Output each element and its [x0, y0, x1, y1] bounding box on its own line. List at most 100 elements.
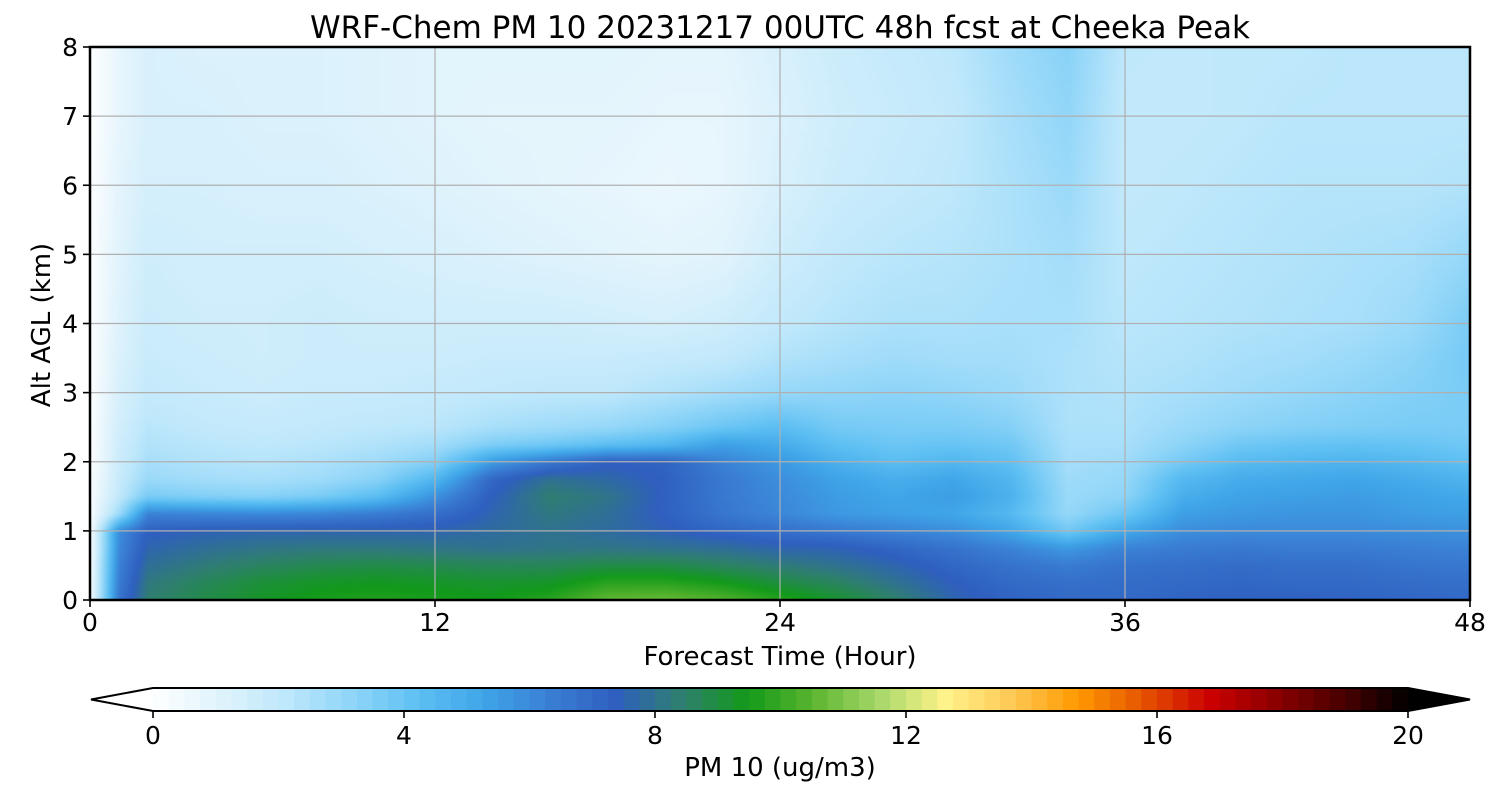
colorbar-segment	[858, 688, 876, 711]
colorbar-segment	[1047, 688, 1064, 711]
x-tick-label: 48	[1454, 608, 1486, 637]
colorbar-segment	[811, 688, 829, 711]
colorbar-segment	[1094, 688, 1111, 711]
y-tick-label: 8	[62, 33, 78, 62]
colorbar-segment	[576, 688, 593, 711]
colorbar-segment	[1392, 688, 1409, 711]
y-axis: 0 1 2 3 4 5 6 7 8	[62, 33, 90, 615]
colorbar-segment	[1109, 688, 1127, 711]
colorbar-segment	[1204, 688, 1221, 711]
colorbar-segment	[200, 688, 217, 711]
colorbar-segment	[356, 688, 374, 711]
colorbar-segment	[968, 688, 986, 711]
colorbar-segment	[780, 688, 797, 711]
y-tick-label: 1	[62, 517, 78, 546]
colorbar-tick-label: 12	[890, 721, 922, 750]
colorbar-segment	[670, 688, 687, 711]
colorbar-segment	[702, 688, 719, 711]
colorbar-segment	[764, 688, 782, 711]
colorbar-segment	[1219, 688, 1237, 711]
x-tick-label: 24	[764, 608, 796, 637]
colorbar-tick-label: 4	[396, 721, 412, 750]
x-tick-label: 36	[1109, 608, 1141, 637]
colorbar-segment	[1376, 688, 1393, 711]
grid	[90, 47, 1470, 600]
colorbar-segment	[560, 688, 578, 711]
colorbar-segment	[404, 688, 421, 711]
y-tick-label: 6	[62, 171, 78, 200]
colorbar-tick-label: 20	[1392, 721, 1424, 750]
colorbar-segment	[1000, 688, 1017, 711]
colorbar-segment	[921, 688, 938, 711]
y-tick-label: 7	[62, 102, 78, 131]
colorbar-segment	[686, 688, 703, 711]
colorbar-extend-min	[91, 688, 153, 711]
colorbar-segment	[1266, 688, 1284, 711]
colorbar-tick-label: 16	[1141, 721, 1173, 750]
colorbar-segment	[513, 688, 531, 711]
colorbar	[90, 687, 1471, 712]
y-tick-label: 4	[62, 310, 78, 339]
colorbar-segment	[733, 688, 750, 711]
y-tick-label: 5	[62, 240, 78, 269]
colorbar-segment	[498, 688, 515, 711]
colorbar-segment	[607, 688, 625, 711]
colorbar-segment	[341, 688, 358, 711]
colorbar-segment	[623, 688, 640, 711]
y-tick-label: 2	[62, 448, 78, 477]
colorbar-tick-label: 8	[647, 721, 663, 750]
colorbar-segment	[639, 688, 656, 711]
colorbar-segment	[1282, 688, 1299, 711]
y-axis-label: Alt AGL (km)	[27, 243, 57, 407]
colorbar-ticks: 0 4 8 12 16 20	[145, 711, 1424, 750]
colorbar-segment	[215, 688, 233, 711]
y-tick-label: 3	[62, 379, 78, 408]
colorbar-segment	[1313, 688, 1331, 711]
colorbar-segment	[1345, 688, 1362, 711]
colorbar-label: PM 10 (ug/m3)	[684, 753, 876, 783]
colorbar-segment	[717, 688, 735, 711]
colorbar-segment	[1329, 688, 1346, 711]
colorbar-segment	[796, 688, 813, 711]
colorbar-segment	[466, 688, 484, 711]
colorbar-segment	[827, 688, 844, 711]
x-axis: 0 12 24 36 48	[82, 600, 1486, 637]
colorbar-segment	[953, 688, 970, 711]
colorbar-segment	[1172, 688, 1189, 711]
colorbar-segment	[1015, 688, 1033, 711]
colorbar-segment	[419, 688, 436, 711]
colorbar-segment	[843, 688, 860, 711]
colorbar-segment	[184, 688, 201, 711]
colorbar-segment	[231, 688, 248, 711]
colorbar-segment	[1251, 688, 1268, 711]
colorbar-segment	[592, 688, 609, 711]
colorbar-segment	[545, 688, 562, 711]
colorbar-segment	[1235, 688, 1252, 711]
colorbar-segment	[1360, 688, 1378, 711]
colorbar-segment	[168, 688, 185, 711]
colorbar-segment	[451, 688, 468, 711]
colorbar-segment	[1031, 688, 1048, 711]
colorbar-segment	[655, 688, 672, 711]
colorbar-segment	[372, 688, 389, 711]
colorbar-segment	[1298, 688, 1315, 711]
colorbar-segment	[937, 688, 954, 711]
colorbar-segment	[984, 688, 1001, 711]
colorbar-segment	[262, 688, 280, 711]
colorbar-segment	[1141, 688, 1158, 711]
colorbar-segment	[1157, 688, 1174, 711]
colorbar-segment	[906, 688, 923, 711]
colorbar-segment	[1078, 688, 1095, 711]
colorbar-segment	[247, 688, 264, 711]
chart-title: WRF-Chem PM 10 20231217 00UTC 48h fcst a…	[310, 10, 1250, 46]
x-tick-label: 12	[419, 608, 451, 637]
x-tick-label: 0	[82, 608, 98, 637]
y-tick-label: 0	[62, 586, 78, 615]
colorbar-segment	[529, 688, 546, 711]
colorbar-segment	[309, 688, 327, 711]
x-axis-label: Forecast Time (Hour)	[643, 642, 916, 672]
colorbar-segment	[482, 688, 499, 711]
colorbar-segment	[435, 688, 452, 711]
colorbar-segment	[749, 688, 766, 711]
